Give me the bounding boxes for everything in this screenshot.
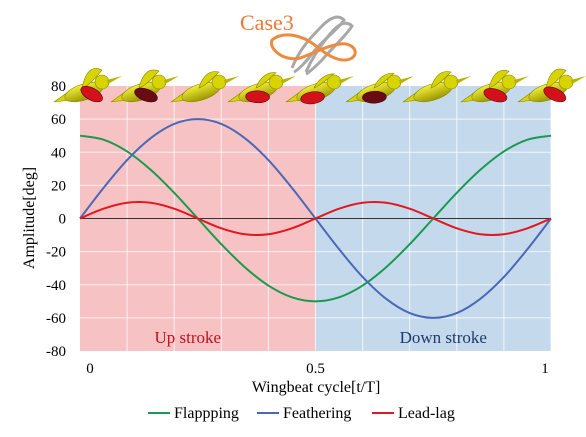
trajectory-orange-loop <box>269 33 357 62</box>
y-tick-label: 80 <box>51 79 66 95</box>
hummingbird-7 <box>402 71 471 103</box>
trajectory-gray-curve <box>290 15 346 74</box>
data-series <box>79 118 552 319</box>
chart-title: Case3 <box>240 10 294 35</box>
region-label-up-stroke: Up stroke <box>154 328 221 347</box>
legend: Flappping Feathering Lead-lag <box>148 405 455 422</box>
hummingbird-6 <box>345 72 414 104</box>
x-axis-ticks: 0 0.5 1 <box>86 361 549 377</box>
hummingbird-1 <box>53 68 122 103</box>
region-labels: Up stroke Down stroke <box>154 328 486 347</box>
y-tick-label: -40 <box>46 278 66 294</box>
series-line-flappping <box>79 134 552 303</box>
y-tick-label: 40 <box>51 145 66 161</box>
y-tick-label: 60 <box>51 112 66 128</box>
y-tick-label: -80 <box>46 344 66 360</box>
hummingbird-2 <box>110 69 179 103</box>
legend-label-feathering: Feathering <box>283 405 351 422</box>
series-line-lead-lag <box>79 201 552 236</box>
y-tick-label: -60 <box>46 311 66 327</box>
y-tick-label: 0 <box>59 212 67 228</box>
hummingbird-5 <box>285 73 354 105</box>
region-label-down-stroke: Down stroke <box>400 328 487 347</box>
hummingbird-4 <box>227 72 296 104</box>
x-tick-label: 0.5 <box>306 361 325 377</box>
hummingbird-3 <box>170 71 239 103</box>
y-axis-ticks: 80 60 40 20 0 -20 -40 -60 -80 <box>46 79 66 360</box>
figure-eight-trajectory <box>269 15 357 76</box>
hummingbird-8 <box>460 70 529 103</box>
legend-label-flappping: Flappping <box>174 405 239 422</box>
y-axis-label: Amplitude[deg] <box>21 167 38 269</box>
hummingbird-sequence <box>53 68 586 105</box>
y-tick-label: 20 <box>51 178 66 194</box>
hummingbird-9 <box>517 68 586 103</box>
x-tick-label: 1 <box>541 361 549 377</box>
y-tick-label: -20 <box>46 245 66 261</box>
x-axis-label: Wingbeat cycle[t/T] <box>252 379 381 396</box>
legend-label-lead-lag: Lead-lag <box>398 405 455 422</box>
x-tick-label: 0 <box>86 361 94 377</box>
trajectory-gray-curve-2 <box>304 21 354 76</box>
